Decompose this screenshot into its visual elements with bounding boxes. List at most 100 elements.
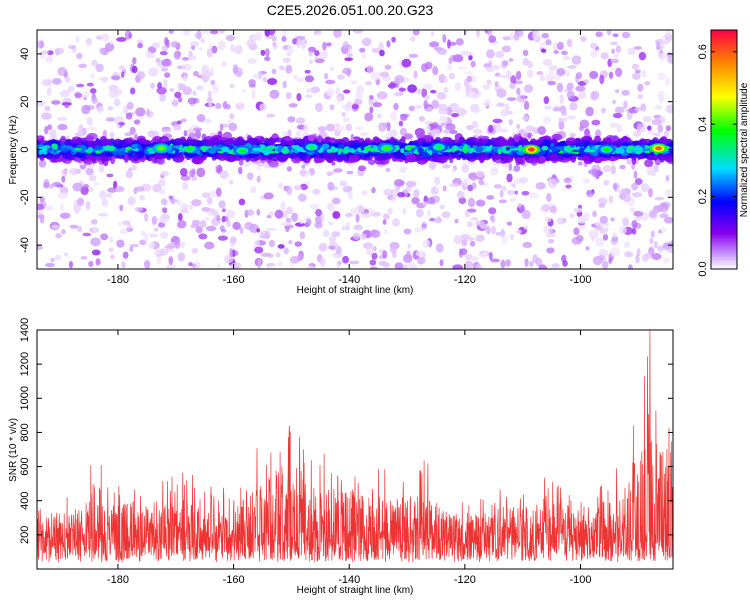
heatmap-speckle <box>261 252 272 257</box>
heatmap-band-blob <box>494 138 502 147</box>
heatmap-speckle <box>251 89 256 99</box>
heatmap-speckle <box>421 221 428 230</box>
heatmap-speckle <box>486 49 495 59</box>
heatmap-speckle <box>387 207 393 215</box>
heatmap-speckle <box>394 74 405 84</box>
heatmap-speckle <box>51 77 62 85</box>
heatmap-speckle <box>44 262 55 268</box>
heatmap-speckle <box>663 256 670 264</box>
heatmap-speckle <box>347 46 353 52</box>
heatmap-speckle <box>559 94 564 104</box>
heatmap-speckle <box>120 71 125 79</box>
heatmap-core <box>94 145 103 151</box>
heatmap-speckle <box>137 42 144 49</box>
heatmap-speckle <box>69 168 80 176</box>
heatmap-band-blob <box>513 134 520 143</box>
heatmap-speckle <box>337 260 343 265</box>
heatmap-speckle <box>265 48 270 57</box>
heatmap-speckle <box>134 206 143 212</box>
heatmap-speckle <box>113 98 121 107</box>
heatmap-speckle <box>665 125 671 132</box>
heatmap-speckle <box>465 84 473 92</box>
heatmap-speckle <box>258 70 262 80</box>
heatmap-speckle <box>623 100 628 109</box>
heatmap-speckle <box>532 126 539 135</box>
heatmap-speckle <box>389 129 398 139</box>
heatmap-speckle <box>217 235 228 241</box>
x-tick-label: -180 <box>107 574 129 586</box>
heatmap-speckle <box>146 108 150 116</box>
heatmap-speckle <box>314 215 323 225</box>
heatmap-speckle <box>246 39 255 47</box>
heatmap-speckle <box>522 49 529 57</box>
heatmap-speckle <box>166 248 175 253</box>
heatmap-speckle <box>247 58 257 64</box>
heatmap-speckle <box>299 220 304 225</box>
heatmap-speckle <box>354 98 363 106</box>
heatmap-speckle <box>366 64 374 74</box>
heatmap-speckle <box>208 99 213 110</box>
heatmap-speckle <box>592 210 597 218</box>
heatmap-band-blob <box>324 137 331 143</box>
heatmap-speckle <box>662 34 672 44</box>
heatmap-speckle <box>610 247 621 257</box>
heatmap-speckle <box>159 50 168 56</box>
heatmap-core <box>87 146 94 153</box>
heatmap-speckle <box>287 116 296 123</box>
heatmap-core <box>579 143 583 148</box>
heatmap-speckle <box>172 98 178 108</box>
heatmap-speckle <box>656 245 664 252</box>
heatmap-speckle <box>124 132 133 137</box>
heatmap-speckle <box>422 239 431 248</box>
heatmap-speckle <box>359 47 366 53</box>
heatmap-speckle <box>109 40 113 45</box>
heatmap-speckle <box>496 102 506 107</box>
heatmap-core <box>485 146 492 152</box>
heatmap-speckle <box>320 213 325 223</box>
heatmap-speckle <box>583 79 590 84</box>
heatmap-speckle <box>159 248 169 256</box>
heatmap-speckle <box>312 188 321 195</box>
spectrogram-x-ticks: -180 -160 -140 -120 -100 <box>107 30 592 286</box>
heatmap-speckle <box>218 30 225 34</box>
heatmap-speckle <box>379 71 390 78</box>
x-tick-label: -160 <box>223 274 245 286</box>
heatmap-speckle <box>631 182 639 191</box>
heatmap-speckle <box>551 174 557 178</box>
heatmap-speckle <box>486 79 492 85</box>
heatmap-speckle <box>201 70 212 79</box>
heatmap-core <box>346 147 355 151</box>
heatmap-speckle <box>114 186 125 193</box>
heatmap-speckle <box>369 106 374 114</box>
heatmap-speckle <box>331 197 341 205</box>
heatmap-speckle <box>638 51 647 61</box>
heatmap-speckle <box>78 63 88 69</box>
y-tick-label: 200 <box>19 526 31 544</box>
heatmap-speckle <box>274 209 284 219</box>
heatmap-speckle <box>304 75 314 83</box>
heatmap-speckle <box>522 57 530 66</box>
heatmap-core <box>74 147 82 151</box>
heatmap-speckle <box>143 259 151 269</box>
heatmap-speckle <box>468 55 473 61</box>
heatmap-speckle <box>464 70 473 75</box>
heatmap-speckle <box>651 118 662 125</box>
heatmap-speckle <box>619 164 626 170</box>
heatmap-speckle <box>187 97 197 105</box>
heatmap-speckle <box>401 58 412 68</box>
heatmap-speckle <box>525 125 535 132</box>
heatmap-speckle <box>57 66 67 76</box>
heatmap-speckle <box>628 264 633 269</box>
colorbar: 0.00.20.40.6 Normalized spectral amplitu… <box>697 29 750 277</box>
heatmap-speckle <box>256 228 261 233</box>
heatmap-speckle <box>446 64 453 71</box>
heatmap-speckle <box>432 66 439 76</box>
heatmap-speckle <box>577 91 587 100</box>
heatmap-speckle <box>382 250 388 259</box>
heatmap-speckle <box>168 195 173 200</box>
heatmap-speckle <box>415 250 426 257</box>
heatmap-speckle <box>632 131 642 137</box>
heatmap-speckle <box>129 243 140 248</box>
heatmap-speckle <box>483 98 492 107</box>
heatmap-speckle <box>179 241 186 249</box>
